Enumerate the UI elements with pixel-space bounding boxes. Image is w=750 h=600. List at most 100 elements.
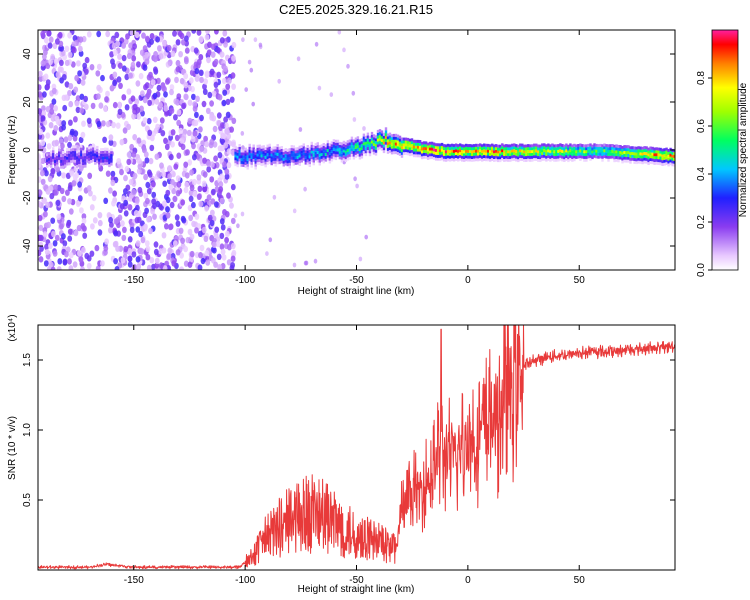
ridge-cell [645, 155, 648, 158]
ridge-cell [332, 153, 336, 157]
ridge-cell [424, 141, 428, 145]
ridge-cell [328, 160, 332, 164]
noise-speckle [121, 54, 127, 62]
ridge-cell [250, 161, 253, 165]
noise-speckle [145, 245, 151, 253]
ridge-cell [523, 159, 526, 162]
ridge-cell [444, 144, 448, 148]
ridge-cell [364, 153, 368, 157]
ridge-cell [322, 160, 325, 164]
ridge-cell [400, 151, 404, 155]
noise-speckle [219, 122, 225, 129]
ridge-cell [362, 148, 366, 151]
noise-speckle [162, 200, 167, 207]
noise-speckle [223, 142, 229, 149]
noise-speckle [230, 183, 236, 191]
ridge-cell [424, 147, 428, 151]
ridge-cell [70, 151, 73, 155]
ridge-cell [388, 147, 392, 150]
ridge-cell [306, 153, 309, 157]
noise-speckle [147, 171, 153, 178]
ridge-cell [340, 153, 344, 157]
noise-speckle [194, 67, 200, 75]
ridge-cell [68, 147, 71, 151]
ridge-cell [102, 148, 105, 151]
ridge-cell [240, 152, 243, 156]
ridge-cell [567, 159, 570, 163]
noise-speckle [113, 240, 119, 248]
ridge-cell [392, 151, 396, 155]
ridge-cell [332, 142, 336, 145]
ridge-cell [649, 152, 652, 156]
noise-speckle [144, 157, 150, 164]
ridge-cell [378, 140, 382, 144]
ridge-cell [78, 158, 81, 162]
ridge-cell [493, 153, 496, 157]
snr-y-label: SNR (10 * v/v) [7, 416, 18, 480]
noise-speckle [207, 214, 213, 222]
ridge-cell [256, 153, 259, 157]
noise-speckle [38, 91, 43, 98]
ridge-cell [513, 157, 516, 161]
noise-speckle [230, 72, 236, 79]
noise-speckle [206, 56, 211, 64]
noise-speckle [226, 259, 232, 266]
ridge-cell [463, 150, 466, 154]
ridge-cell [595, 155, 598, 159]
ridge-cell [362, 142, 366, 146]
noise-speckle [102, 136, 107, 143]
ridge-cell [78, 149, 81, 153]
ridge-cell [665, 150, 668, 154]
ridge-cell [667, 154, 670, 158]
ridge-cell [396, 134, 400, 138]
ridge-cell [318, 145, 321, 149]
noise-speckle [189, 250, 195, 258]
ridge-cell [234, 163, 237, 167]
ridge-cell [509, 155, 512, 159]
ridge-cell [535, 146, 538, 150]
noise-speckle [54, 115, 60, 123]
ridge-cell [82, 164, 85, 168]
ridge-cell [623, 153, 626, 157]
ridge-cell [392, 145, 396, 149]
noise-speckle [117, 53, 122, 60]
noise-speckle [106, 212, 112, 219]
noise-speckle [96, 30, 102, 38]
ridge-cell [76, 164, 79, 168]
noise-speckle [176, 109, 182, 116]
noise-speckle [114, 266, 120, 270]
noise-speckle [213, 81, 219, 89]
noise-speckle [151, 191, 157, 199]
ridge-cell [352, 142, 356, 146]
ridge-cell [503, 144, 506, 148]
noise-speckle [105, 90, 110, 98]
ridge-cell [88, 149, 91, 153]
ridge-cell [268, 155, 271, 159]
noise-speckle [225, 128, 230, 135]
ridge-cell [250, 150, 253, 154]
noise-speckle [104, 96, 109, 103]
ridge-cell [368, 147, 372, 151]
noise-speckle [187, 228, 193, 236]
ridge-cell [350, 148, 354, 152]
ridge-cell [348, 145, 352, 149]
noise-speckle [105, 170, 111, 177]
ridge-cell [52, 150, 55, 154]
ridge-cell [454, 155, 458, 158]
ridge-cell [370, 146, 374, 150]
noise-speckle [204, 141, 210, 148]
noise-speckle [202, 88, 208, 96]
ridge-cell [436, 146, 440, 150]
ridge-cell [54, 157, 57, 161]
ridge-cell [342, 146, 346, 150]
ridge-cell [360, 149, 364, 153]
ridge-cell [485, 155, 488, 159]
ridge-cell [384, 133, 388, 137]
ridge-cell [272, 152, 275, 156]
ridge-cell [52, 158, 55, 162]
ridge-cell [525, 153, 528, 157]
ridge-cell [553, 147, 556, 151]
noise-speckle [204, 34, 210, 41]
ridge-cell [342, 149, 346, 153]
ridge-cell [256, 147, 259, 151]
